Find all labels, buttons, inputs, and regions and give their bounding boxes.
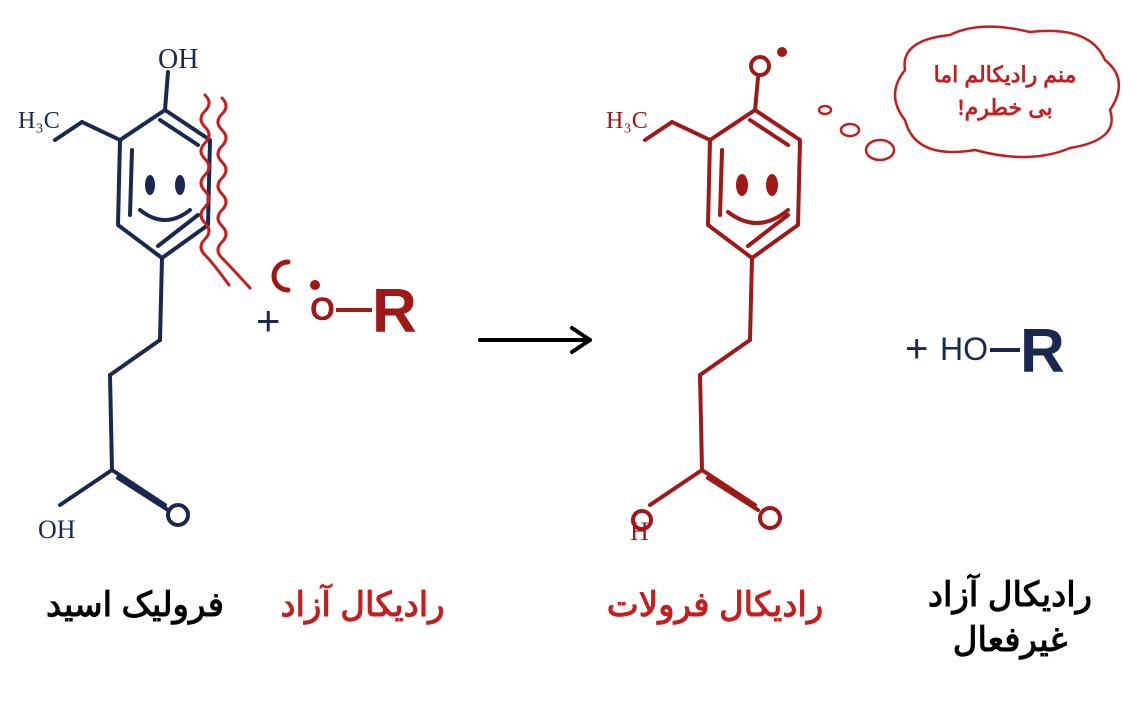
svg-text:R: R <box>1020 317 1065 386</box>
label-ferulic-acid: فرولیک اسید <box>20 585 250 625</box>
svg-text:OH: OH <box>158 44 198 75</box>
label-ferulate-radical: رادیکال فرولات <box>585 585 845 625</box>
reaction-arrow <box>480 328 590 352</box>
svg-text:H₃C: H₃C <box>606 108 648 134</box>
speech-bubble-line2: بی خطرم! <box>910 95 1100 121</box>
svg-text:R: R <box>372 277 417 346</box>
svg-text:H₃C: H₃C <box>18 108 60 134</box>
molecule-hor: HO R <box>940 317 1065 386</box>
molecule-free-radical-or: O R <box>310 277 417 346</box>
molecule-ferulate-radical: H₃C H <box>606 47 800 546</box>
speech-bubble-line1: منم رادیکالم اما <box>910 62 1100 88</box>
label-inactive-radical-1: رادیکال آزاد <box>895 575 1125 615</box>
label-free-radical: رادیکال آزاد <box>255 585 470 625</box>
label-inactive-radical-2: غیرفعال <box>895 620 1125 660</box>
svg-text:O: O <box>310 291 335 327</box>
speech-bubble <box>819 27 1119 160</box>
plus-operator-1: + <box>256 297 281 344</box>
svg-text:OH: OH <box>38 515 76 544</box>
plus-operator-2: + <box>905 327 928 371</box>
svg-text:HO: HO <box>940 331 988 367</box>
wavy-attraction <box>201 95 288 290</box>
molecule-ferulic-acid: OH H₃C OH <box>18 44 210 544</box>
